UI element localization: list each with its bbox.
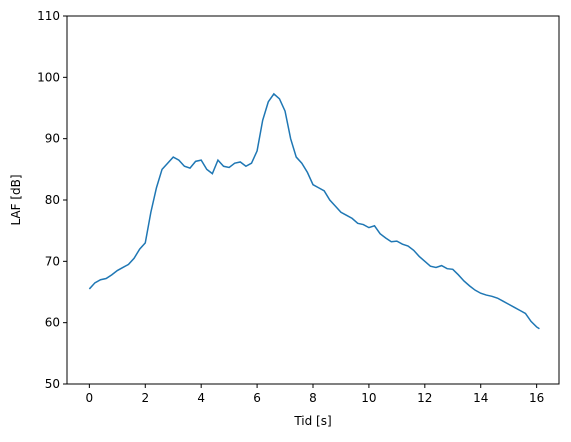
y-tick-label: 60: [45, 316, 60, 330]
x-tick-label: 16: [529, 391, 544, 405]
data-line: [88, 92, 540, 330]
plot-frame: [66, 15, 560, 385]
x-tick-label: 8: [309, 391, 317, 405]
x-tick-label: 2: [141, 391, 149, 405]
x-tick-label: 6: [253, 391, 261, 405]
y-tick-label: 80: [45, 193, 60, 207]
y-tick-label: 100: [37, 70, 60, 84]
y-tick-label: 70: [45, 254, 60, 268]
x-tick-label: 4: [197, 391, 205, 405]
y-tick-label: 90: [45, 132, 60, 146]
y-tick-label: 50: [45, 377, 60, 391]
x-tick-label: 10: [361, 391, 376, 405]
x-axis-label: Tid [s]: [293, 414, 331, 428]
y-axis-label: LAF [dB]: [9, 174, 23, 225]
y-tick-label: 110: [37, 9, 60, 23]
x-tick-label: 0: [86, 391, 94, 405]
x-tick-label: 14: [473, 391, 488, 405]
x-tick-label: 12: [417, 391, 432, 405]
